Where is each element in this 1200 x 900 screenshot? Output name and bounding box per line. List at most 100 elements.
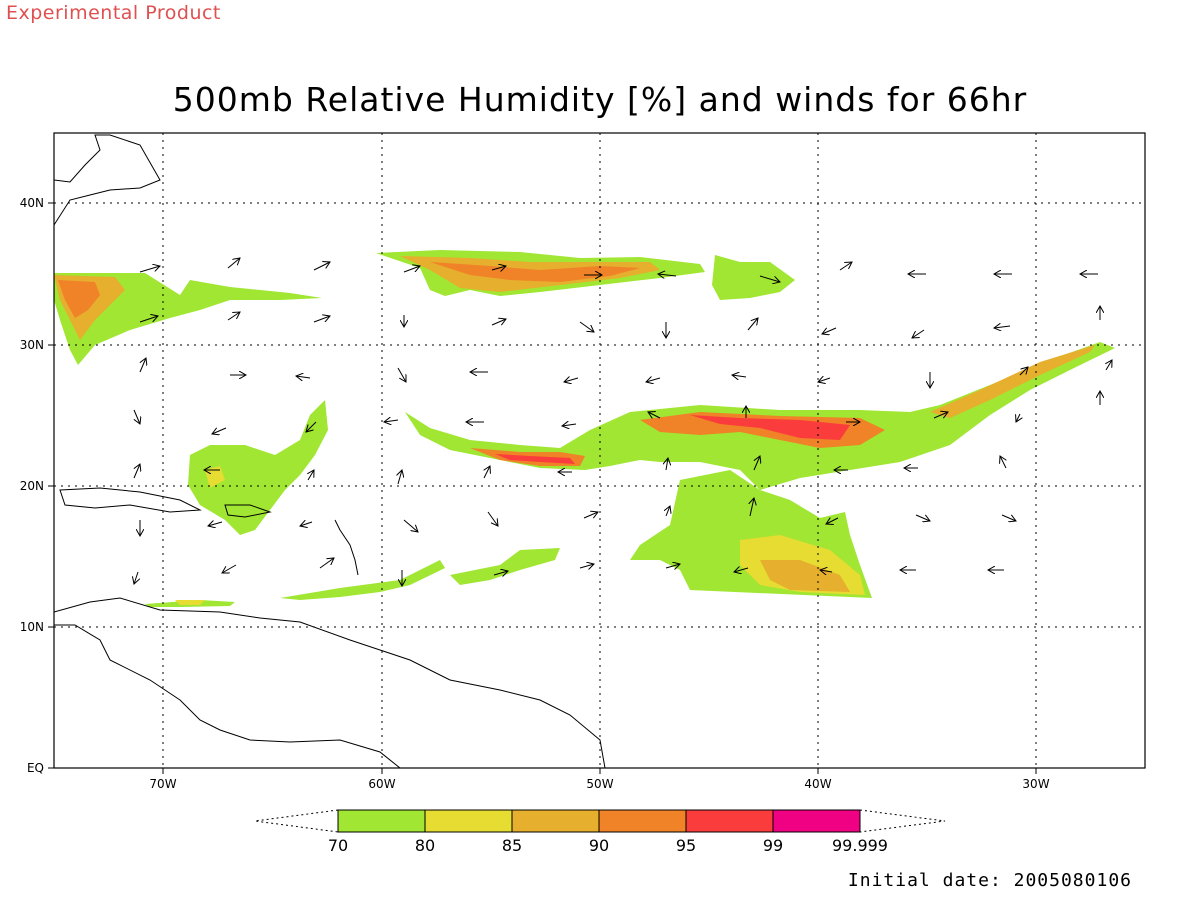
wind-arrow xyxy=(403,519,418,532)
wind-arrow xyxy=(658,274,677,276)
lon-label-40w: 40W xyxy=(804,777,831,791)
wind-arrow xyxy=(487,511,498,526)
wind-arrow xyxy=(665,564,680,568)
wind-arrow xyxy=(1000,456,1006,469)
wind-arrow xyxy=(212,427,227,434)
wind-arrow xyxy=(822,327,837,334)
lon-label-50w: 50W xyxy=(586,777,613,791)
wind-arrow xyxy=(222,564,237,573)
legend-swatch-70 xyxy=(337,809,426,833)
wind-arrow xyxy=(648,412,661,418)
wind-arrow xyxy=(134,571,138,584)
wind-arrow xyxy=(579,564,594,568)
rh-band-tail-core xyxy=(930,345,1095,418)
wind-arrow xyxy=(133,464,140,479)
wind-arrow xyxy=(1001,514,1016,521)
lat-label-20n: 20N xyxy=(20,479,44,493)
color-legend: 70 80 85 90 95 99 99.999 xyxy=(254,809,946,855)
experimental-banner: Experimental Product xyxy=(6,2,221,24)
wind-arrow xyxy=(759,275,780,282)
wind-arrow xyxy=(753,456,760,471)
lat-label-40n: 40N xyxy=(20,196,44,210)
wind-arrow xyxy=(139,266,160,273)
humidity-fields xyxy=(54,250,1115,607)
coastline-south-america xyxy=(54,597,606,768)
wind-arrow xyxy=(384,420,399,422)
wind-arrow xyxy=(313,262,330,271)
legend-left-triangle xyxy=(254,809,339,833)
legend-swatch-95 xyxy=(685,809,774,833)
map-title: 500mb Relative Humidity [%] and winds fo… xyxy=(172,80,1028,119)
rh-band-ne-blob xyxy=(712,255,795,300)
wind-arrow xyxy=(306,421,317,432)
tick-marks xyxy=(48,202,1037,774)
wind-arrow xyxy=(300,522,313,526)
wind-arrow xyxy=(308,470,314,481)
wind-arrow xyxy=(139,358,146,373)
legend-right-triangle xyxy=(859,809,946,833)
wind-arrow xyxy=(666,458,668,471)
wind-arrow xyxy=(826,518,839,524)
wind-arrow xyxy=(747,318,758,331)
legend-swatch-85 xyxy=(511,809,600,833)
legend-label-85: 85 xyxy=(502,836,522,855)
rh-band-north-core2 xyxy=(430,262,640,282)
wind-arrow xyxy=(491,266,506,270)
wind-arrow xyxy=(820,570,833,572)
wind-arrow xyxy=(1019,367,1028,376)
lat-label-eq: EQ xyxy=(27,761,44,775)
wind-arrow xyxy=(839,262,852,271)
lon-label-70w: 70W xyxy=(149,777,176,791)
wind-arrow xyxy=(564,378,579,382)
lat-label-10n: 10N xyxy=(20,620,44,634)
wind-arrow xyxy=(484,466,490,479)
wind-arrow xyxy=(296,376,311,378)
rh-region-west xyxy=(54,273,322,365)
wind-arrow xyxy=(562,424,577,426)
legend-label-90: 90 xyxy=(589,836,609,855)
grid-lines xyxy=(54,133,1145,768)
wind-arrow xyxy=(208,522,223,526)
legend-label-95: 95 xyxy=(676,836,696,855)
initial-date: Initial date: 2005080106 xyxy=(847,870,1132,891)
legend-label-80: 80 xyxy=(415,836,435,855)
coastline-north-america xyxy=(54,134,161,226)
wind-arrow xyxy=(1016,413,1020,422)
wind-arrow xyxy=(397,367,406,382)
lon-label-60w: 60W xyxy=(368,777,395,791)
wind-arrow xyxy=(818,378,831,382)
wind-arrow xyxy=(139,316,158,323)
wind-arrow xyxy=(734,568,749,572)
coastline-lesser-antilles xyxy=(334,519,359,576)
rh-region-west-core2 xyxy=(58,280,100,318)
rh-region-caribbean xyxy=(188,400,328,535)
wind-arrow xyxy=(398,470,402,485)
coastlines xyxy=(54,134,606,768)
wind-arrow xyxy=(750,498,754,517)
legend-swatch-80 xyxy=(424,809,513,833)
legend-swatch-99 xyxy=(772,809,861,833)
coastline-hispaniola xyxy=(224,504,272,518)
wind-arrow xyxy=(133,409,140,424)
legend-label-99999: 99.999 xyxy=(832,836,888,855)
lon-label-30w: 30W xyxy=(1022,777,1049,791)
lat-label-30n: 30N xyxy=(20,338,44,352)
wind-arrow xyxy=(933,412,948,419)
rh-region-south-core2 xyxy=(760,560,850,592)
wind-arrows xyxy=(134,258,1112,586)
wind-arrow xyxy=(403,266,420,273)
wind-arrow xyxy=(491,319,506,326)
lat-labels: 40N 30N 20N 10N EQ xyxy=(20,196,44,775)
wind-arrow xyxy=(666,506,670,517)
wind-arrow xyxy=(583,512,598,519)
wind-arrow xyxy=(227,258,240,269)
rh-band-south-strip2 xyxy=(450,548,560,585)
wind-arrow xyxy=(227,312,240,321)
wind-arrow xyxy=(313,316,330,323)
rh-band-venezuela-core xyxy=(175,600,205,605)
rh-band-central-core2 xyxy=(495,454,575,464)
rh-band-south-strip xyxy=(280,560,445,600)
coastline-cuba xyxy=(59,487,202,513)
wind-arrow xyxy=(646,378,661,382)
